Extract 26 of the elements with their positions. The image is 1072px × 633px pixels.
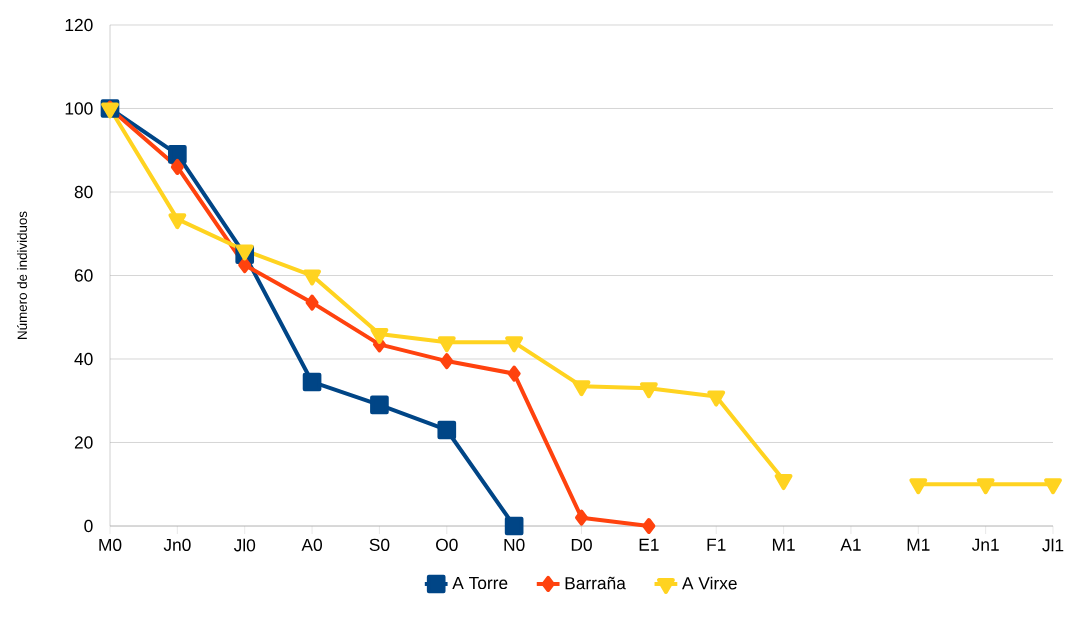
legend-label: Barraña: [565, 576, 626, 590]
y-tick-label: 80: [74, 185, 93, 199]
x-tick-label: M1: [772, 538, 795, 551]
x-tick-label: Jl0: [233, 538, 256, 552]
x-tick-label: E1: [639, 538, 659, 551]
x-tick-label: S0: [369, 538, 390, 551]
x-tick-label: A1: [840, 538, 861, 551]
x-tick-label: Jn0: [163, 538, 191, 551]
x-tick-label: A0: [301, 538, 322, 551]
y-tick-label: 120: [65, 18, 93, 32]
y-tick-label: 100: [65, 102, 93, 115]
y-tick-label: 60: [74, 269, 93, 282]
x-tick-label: D0: [571, 538, 592, 551]
legend-label: A Torre: [452, 577, 508, 590]
x-tick-label: Jl1: [1042, 538, 1064, 552]
y-tick-label: 40: [74, 352, 93, 366]
legend-label: A Virxe: [682, 576, 737, 590]
y-tick-label: 0: [84, 519, 93, 533]
x-tick-label: Jn1: [971, 538, 999, 551]
y-tick-label: 20: [74, 436, 93, 449]
x-tick-label: F1: [707, 538, 726, 551]
x-tick-label: M0: [99, 538, 122, 551]
x-tick-label: O0: [436, 538, 458, 551]
x-tick-label: M1: [907, 538, 930, 551]
x-tick-label: N0: [504, 538, 525, 551]
y-axis-title: Número de individuos: [17, 211, 27, 339]
